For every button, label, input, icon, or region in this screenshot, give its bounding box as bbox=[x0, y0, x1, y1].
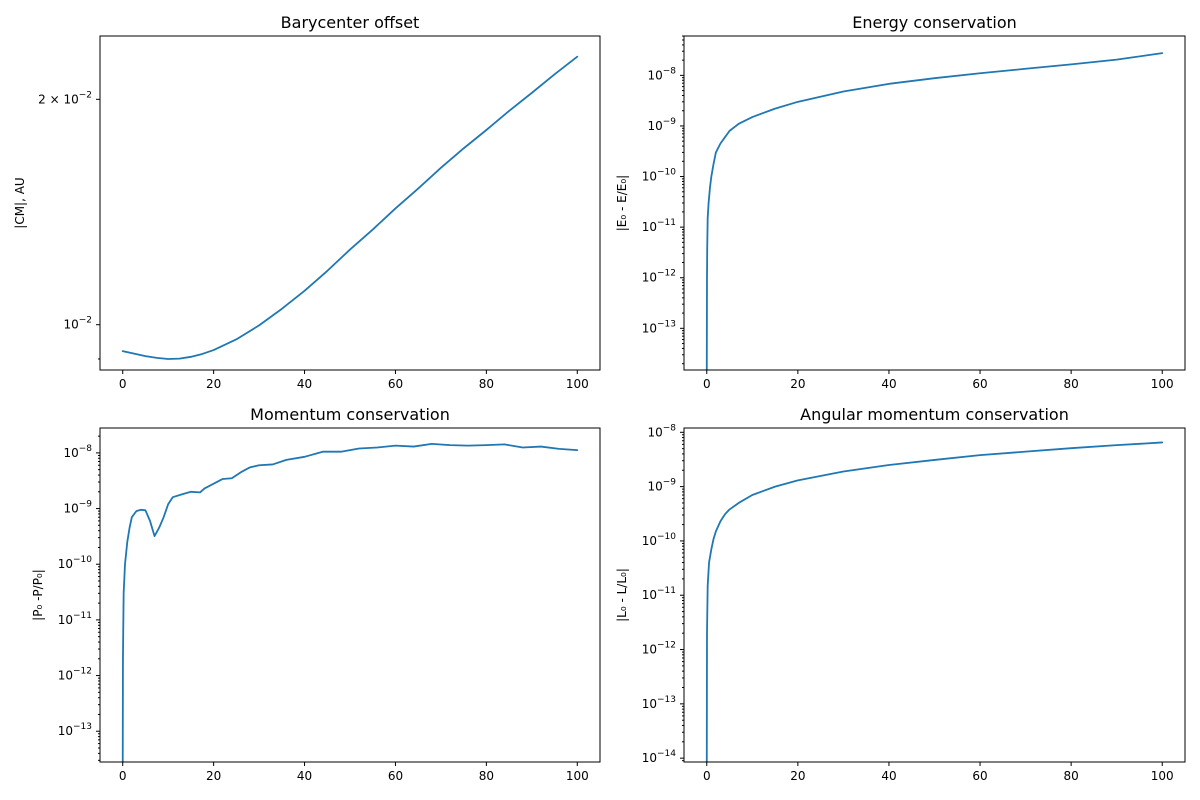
y-tick-label: 10−13 bbox=[58, 722, 92, 738]
y-tick-label: 10−10 bbox=[642, 168, 677, 184]
chart-panel: 0 20 40 60 80 100 10−2 2 × 10−2 Barycenter offse… bbox=[13, 13, 601, 391]
y-tick-label: 10−10 bbox=[58, 555, 93, 571]
y-tick-label: 10−11 bbox=[58, 611, 92, 627]
x-tick-label: 80 bbox=[1063, 377, 1078, 391]
y-axis-label: |L₀ - L/L₀| bbox=[615, 568, 629, 622]
x-tick-label: 20 bbox=[790, 377, 805, 391]
y-axis-label: |E₀ - E/E₀| bbox=[615, 175, 629, 231]
series-line bbox=[705, 52, 1164, 371]
chart-panel: 0 20 40 60 80 100 10−13 10−12 10−11 10−10 10−9 10−8… bbox=[31, 405, 601, 783]
y-tick-label: 10−11 bbox=[642, 586, 676, 602]
x-tick-label: 100 bbox=[1151, 377, 1174, 391]
chart-panel: 0 20 40 60 80 100 10−14 10−13 10−12 10−11 10−10 10−… bbox=[615, 405, 1186, 783]
y-tick-label: 10−10 bbox=[642, 532, 677, 548]
x-tick-label: 100 bbox=[566, 769, 589, 783]
x-tick-label: 0 bbox=[119, 377, 127, 391]
x-tick-label: 20 bbox=[206, 377, 221, 391]
x-tick-label: 0 bbox=[703, 377, 711, 391]
y-tick-label: 10−8 bbox=[647, 66, 676, 82]
x-tick-label: 60 bbox=[388, 377, 403, 391]
x-tick-label: 100 bbox=[1151, 769, 1174, 783]
series-line bbox=[705, 441, 1164, 763]
x-tick-label: 20 bbox=[790, 769, 805, 783]
x-tick-label: 100 bbox=[566, 377, 589, 391]
x-tick-label: 0 bbox=[703, 769, 711, 783]
y-tick-label: 10−13 bbox=[642, 695, 676, 711]
y-tick-label: 10−9 bbox=[647, 478, 676, 494]
y-tick-label: 10−12 bbox=[642, 269, 676, 285]
chart-title: Energy conservation bbox=[852, 13, 1017, 32]
axes-frame bbox=[99, 35, 601, 371]
y-tick-label: 10−9 bbox=[647, 117, 676, 133]
y-tick-label: 10−12 bbox=[642, 641, 676, 657]
x-tick-label: 60 bbox=[972, 377, 987, 391]
x-tick-label: 40 bbox=[881, 769, 896, 783]
y-tick-label: 10−8 bbox=[63, 444, 92, 460]
y-tick-label: 10−13 bbox=[642, 319, 676, 335]
series-line bbox=[121, 55, 579, 360]
x-tick-label: 80 bbox=[1063, 769, 1078, 783]
y-tick-label: 10−12 bbox=[58, 667, 92, 683]
chart-panel: 0 20 40 60 80 100 10−13 10−12 10−11 10−10 10−9 10−8… bbox=[615, 13, 1186, 391]
series-line bbox=[121, 443, 579, 763]
x-tick-label: 40 bbox=[297, 769, 312, 783]
x-tick-label: 80 bbox=[479, 377, 494, 391]
axes-frame bbox=[99, 427, 601, 763]
chart-title: Angular momentum conservation bbox=[800, 405, 1069, 424]
y-axis-label: |P₀ -P/P₀| bbox=[31, 569, 45, 621]
chart-title: Momentum conservation bbox=[250, 405, 450, 424]
y-tick-label: 10−11 bbox=[642, 218, 676, 234]
y-axis-label: |CM|, AU bbox=[13, 177, 27, 228]
y-tick-label: 10−9 bbox=[63, 500, 92, 516]
y-tick-label: 2 × 10−2 bbox=[38, 90, 92, 106]
y-tick-label: 10−8 bbox=[647, 423, 676, 439]
x-tick-label: 40 bbox=[297, 377, 312, 391]
x-tick-label: 20 bbox=[206, 769, 221, 783]
x-tick-label: 0 bbox=[119, 769, 127, 783]
x-tick-label: 60 bbox=[388, 769, 403, 783]
x-tick-label: 60 bbox=[972, 769, 987, 783]
chart-title: Barycenter offset bbox=[281, 13, 420, 32]
x-tick-label: 80 bbox=[479, 769, 494, 783]
y-tick-label: 10−2 bbox=[63, 316, 92, 332]
y-tick-label: 10−14 bbox=[642, 749, 677, 765]
x-tick-label: 40 bbox=[881, 377, 896, 391]
